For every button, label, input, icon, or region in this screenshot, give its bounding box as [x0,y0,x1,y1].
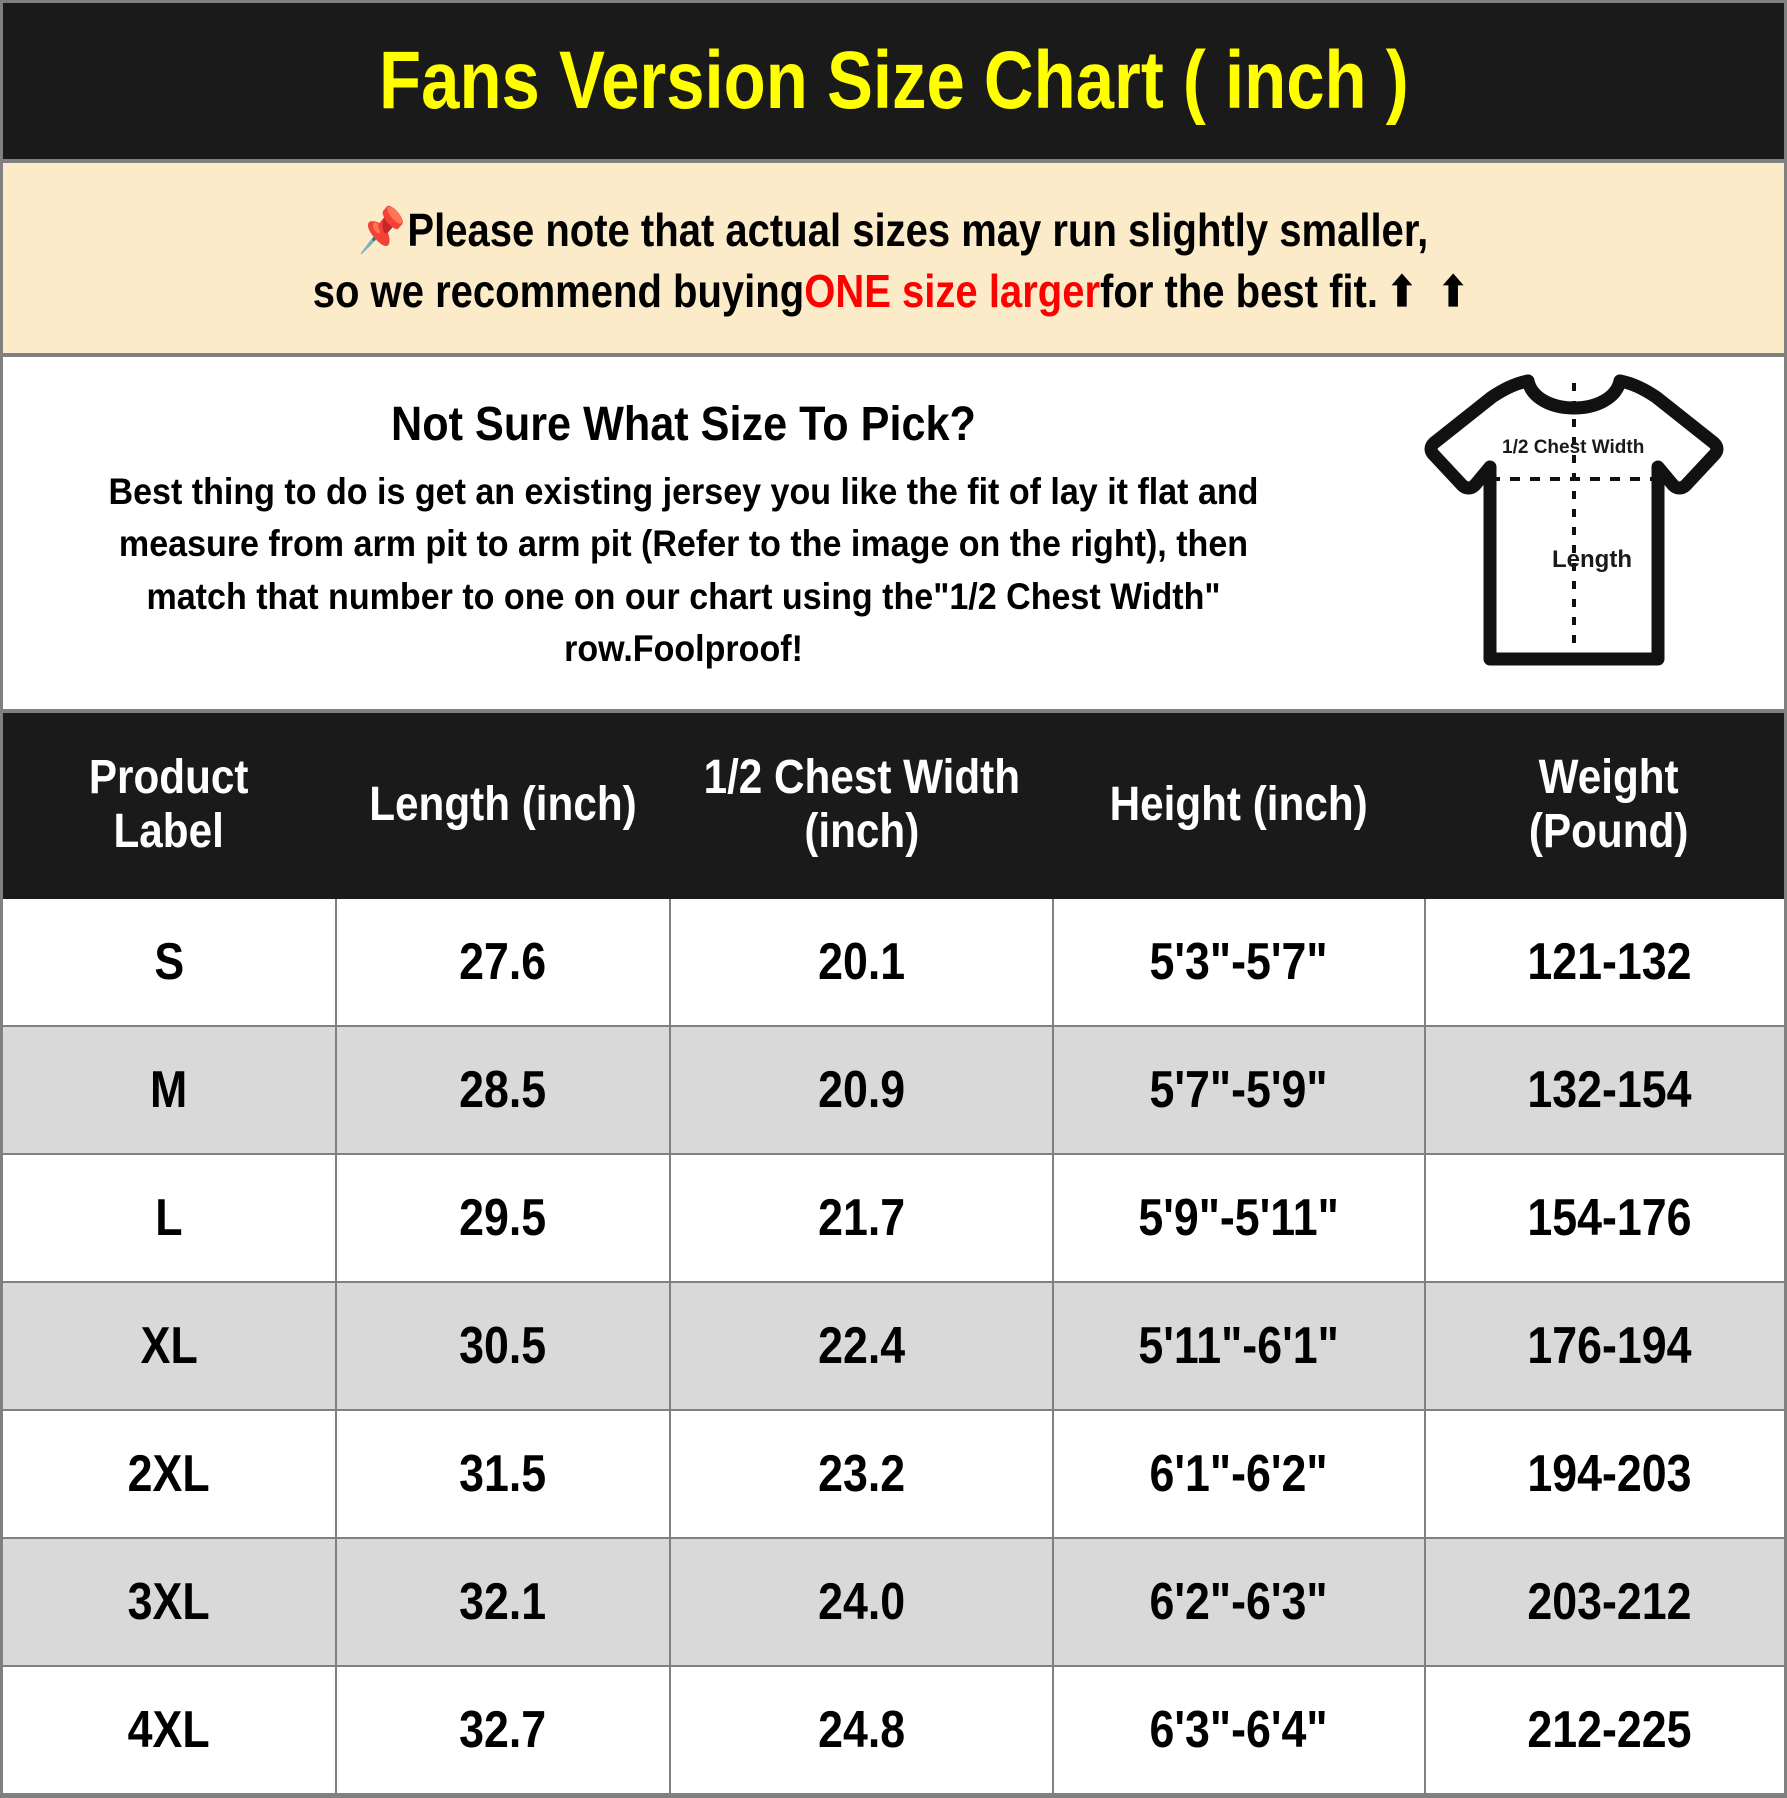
cell-length: 31.5 [337,1411,669,1537]
cell-chest: 22.4 [671,1283,1052,1409]
note-line-1: 📌 Please note that actual sizes may run s… [358,200,1428,261]
tshirt-diagram-icon: 1/2 Chest Width Length [1404,367,1744,667]
table-row: L 29.5 21.7 5'9"-5'11" 154-176 [3,1155,1784,1283]
cell-weight: 212-225 [1426,1667,1784,1793]
cell-weight: 194-203 [1426,1411,1784,1537]
cell-height: 5'11"-6'1" [1054,1283,1424,1409]
title-band: Fans Version Size Chart ( inch ) [3,3,1784,163]
cell-length: 27.6 [337,899,669,1025]
cell-size: 3XL [3,1539,335,1665]
cell-weight: 154-176 [1426,1155,1784,1281]
cell-chest: 21.7 [671,1155,1052,1281]
info-heading: Not Sure What Size To Pick? [391,398,976,451]
cell-size: M [3,1027,335,1153]
note-text-2-before: so we recommend buying [313,265,805,317]
info-text-block: Not Sure What Size To Pick? Best thing t… [3,357,1364,676]
cell-weight: 132-154 [1426,1027,1784,1153]
cell-chest: 23.2 [671,1411,1052,1537]
note-line-2: so we recommend buying ONE size larger f… [313,261,1474,322]
cell-chest: 24.8 [671,1667,1052,1793]
table-row: M 28.5 20.9 5'7"-5'9" 132-154 [3,1027,1784,1155]
table-header-row: Product Label Length (inch) 1/2 Chest Wi… [3,713,1784,899]
cell-length: 28.5 [337,1027,669,1153]
cell-height: 5'3"-5'7" [1054,899,1424,1025]
info-body-line-3: match that number to one on our chart us… [146,575,1221,617]
column-header-chest-width: 1/2 Chest Width (inch) [671,713,1052,897]
table-row: S 27.6 20.1 5'3"-5'7" 121-132 [3,899,1784,1027]
cell-weight: 176-194 [1426,1283,1784,1409]
chest-width-label: 1/2 Chest Width [1502,437,1645,458]
cell-chest: 24.0 [671,1539,1052,1665]
cell-length: 32.7 [337,1667,669,1793]
column-header-weight: Weight (Pound) [1426,713,1784,897]
table-row: 2XL 31.5 23.2 6'1"-6'2" 194-203 [3,1411,1784,1539]
cell-length: 30.5 [337,1283,669,1409]
cell-length: 29.5 [337,1155,669,1281]
cell-size: S [3,899,335,1025]
info-body-line-1: Best thing to do is get an existing jers… [108,470,1259,512]
cell-size: 4XL [3,1667,335,1793]
cell-height: 6'1"-6'2" [1054,1411,1424,1537]
column-header-length: Length (inch) [337,713,669,897]
info-diagram-block: 1/2 Chest Width Length [1364,357,1784,667]
table-row: XL 30.5 22.4 5'11"-6'1" 176-194 [3,1283,1784,1411]
info-band: Not Sure What Size To Pick? Best thing t… [3,357,1784,713]
tshirt-outline-icon [1424,374,1724,666]
cell-size: L [3,1155,335,1281]
cell-height: 5'9"-5'11" [1054,1155,1424,1281]
cell-size: XL [3,1283,335,1409]
info-body-line-2: measure from arm pit to arm pit (Refer t… [118,523,1249,565]
cell-height: 6'3"-6'4" [1054,1667,1424,1793]
cell-height: 5'7"-5'9" [1054,1027,1424,1153]
pushpin-icon: 📌 [358,205,407,255]
table-row: 4XL 32.7 24.8 6'3"-6'4" 212-225 [3,1667,1784,1795]
size-table: Product Label Length (inch) 1/2 Chest Wi… [3,713,1784,1795]
cell-weight: 121-132 [1426,899,1784,1025]
length-label: Length [1552,546,1632,573]
cell-length: 32.1 [337,1539,669,1665]
column-header-height: Height (inch) [1054,713,1424,897]
cell-weight: 203-212 [1426,1539,1784,1665]
cell-chest: 20.9 [671,1027,1052,1153]
info-body-line-4: row.Foolproof! [564,628,803,670]
page-title: Fans Version Size Chart ( inch ) [378,35,1409,126]
up-arrows-icon: ⬆ ⬆ [1386,267,1474,315]
note-text-2-after: for the best fit. [1100,265,1379,317]
note-text-1: Please note that actual sizes may run sl… [407,204,1429,257]
cell-height: 6'2"-6'3" [1054,1539,1424,1665]
note-band: 📌 Please note that actual sizes may run s… [3,163,1784,357]
cell-chest: 20.1 [671,899,1052,1025]
cell-size: 2XL [3,1411,335,1537]
table-row: 3XL 32.1 24.0 6'2"-6'3" 203-212 [3,1539,1784,1667]
column-header-product-label: Product Label [3,713,335,897]
note-highlight: ONE size larger [804,265,1101,317]
